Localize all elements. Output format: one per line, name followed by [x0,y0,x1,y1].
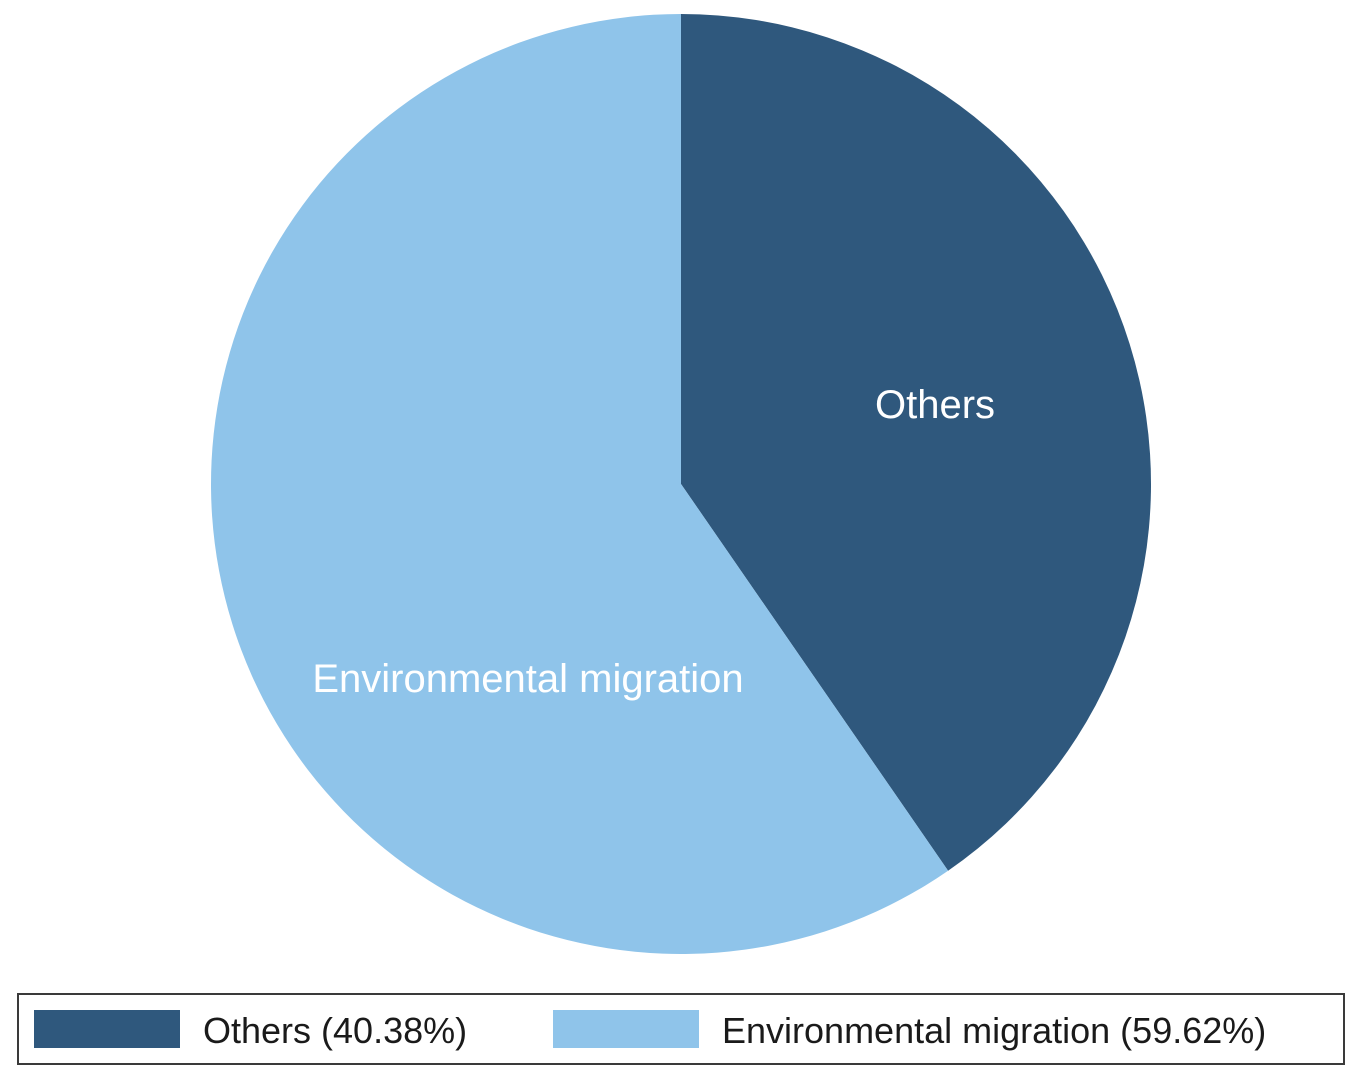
legend-swatch-others [34,1010,180,1048]
legend-label-environmental-migration: Environmental migration (59.62%) [722,1010,1266,1051]
pie-slice-labels: Others Environmental migration [312,383,995,701]
pie-slice-environmental-migration [211,14,949,954]
slice-label-others: Others [875,383,995,427]
legend: Others (40.38%) Environmental migration … [17,993,1345,1065]
pie-slices [211,14,1151,954]
legend-label-others: Others (40.38%) [203,1010,467,1051]
pie-slice-others [681,14,1151,871]
legend-swatch-environmental-migration [553,1010,699,1048]
slice-label-environmental-migration: Environmental migration [312,657,743,701]
